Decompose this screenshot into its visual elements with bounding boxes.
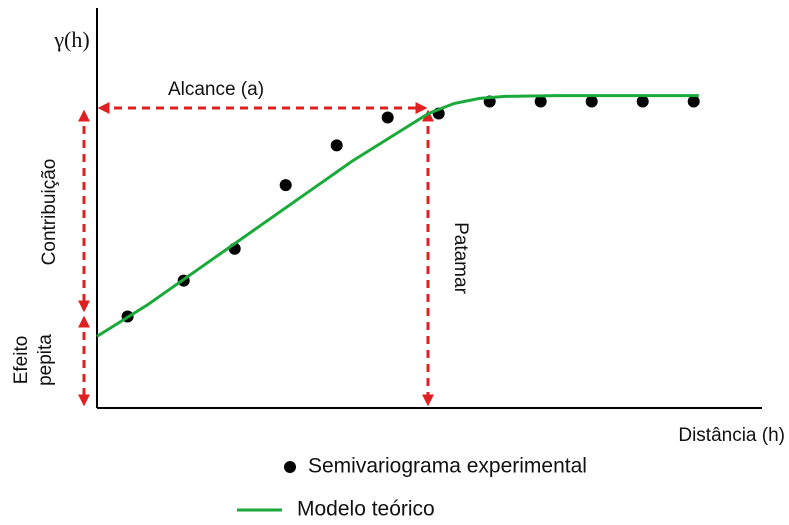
data-point — [687, 95, 700, 108]
data-point — [534, 95, 547, 108]
data-point — [585, 95, 598, 108]
nugget-label: pepita — [35, 334, 56, 386]
legend-label: Modelo teórico — [297, 498, 435, 521]
y-axis-label: γ(h) — [53, 27, 89, 52]
range-label: Alcance (a) — [168, 79, 264, 100]
legend-marker — [284, 461, 296, 473]
data-point — [381, 111, 394, 124]
data-point — [279, 179, 292, 192]
data-point — [330, 139, 343, 152]
contribution-label: Contribuição — [39, 159, 60, 266]
model-line — [96, 94, 699, 338]
sill-label: Patamar — [450, 222, 471, 294]
x-axis-label: Distância (h) — [678, 425, 785, 446]
data-point — [636, 95, 649, 108]
nugget-label: Efeito — [11, 336, 32, 385]
legend-label: Semivariograma experimental — [308, 455, 587, 478]
